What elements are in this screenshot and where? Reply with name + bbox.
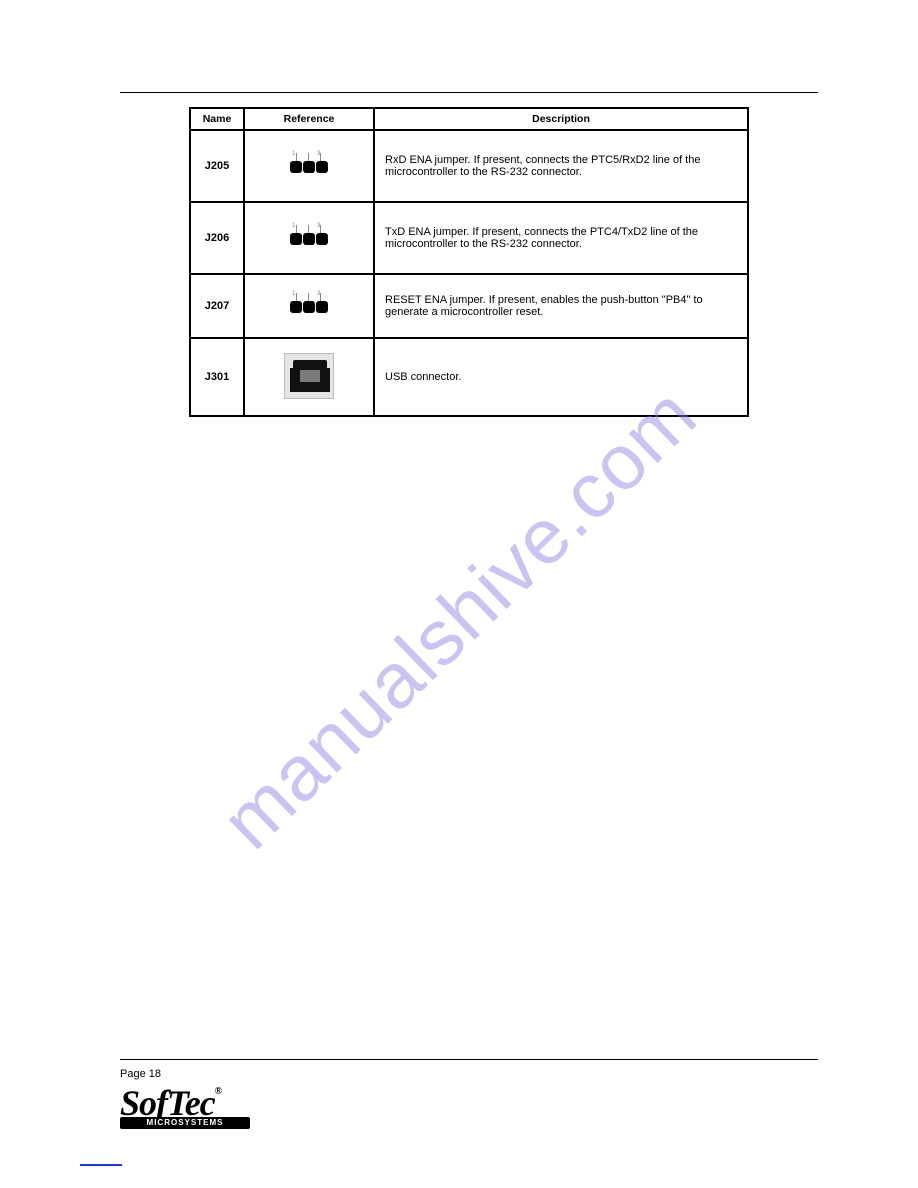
cell-name: J205 <box>190 130 244 202</box>
cell-reference <box>244 338 374 416</box>
cell-description: RxD ENA jumper. If present, connects the… <box>374 130 748 202</box>
footer-rule <box>120 1059 818 1060</box>
softec-logo: SofTec® MICROSYSTEMS <box>120 1087 250 1130</box>
cell-reference: 13 <box>244 130 374 202</box>
table-row: J301 USB connector. <box>190 338 748 416</box>
cell-description: RESET ENA jumper. If present, enables th… <box>374 274 748 338</box>
header-3pin-icon: 13 <box>287 225 331 249</box>
cell-name: J207 <box>190 274 244 338</box>
table-row: J207 13 RESET ENA jumper. If present, en… <box>190 274 748 338</box>
logo-tagline: MICROSYSTEMS <box>120 1118 250 1127</box>
header-3pin-icon: 13 <box>287 293 331 317</box>
col-name: Name <box>190 108 244 130</box>
main-content: Name Reference Description J205 13 R <box>120 93 818 417</box>
cell-name: J206 <box>190 202 244 274</box>
col-reference: Reference <box>244 108 374 130</box>
col-description: Description <box>374 108 748 130</box>
table-header-row: Name Reference Description <box>190 108 748 130</box>
cell-reference: 13 <box>244 202 374 274</box>
usb-b-connector-icon <box>284 353 334 399</box>
header-3pin-icon: 13 <box>287 153 331 177</box>
table-row: J205 13 RxD ENA jumper. If present, conn… <box>190 130 748 202</box>
registered-mark: ® <box>215 1086 221 1097</box>
page-number: Page 18 <box>120 1068 161 1080</box>
connectors-table: Name Reference Description J205 13 R <box>189 107 749 417</box>
cell-reference: 13 <box>244 274 374 338</box>
cell-description: TxD ENA jumper. If present, connects the… <box>374 202 748 274</box>
cell-name: J301 <box>190 338 244 416</box>
link-underline <box>80 1164 122 1166</box>
table-row: J206 13 TxD ENA jumper. If present, conn… <box>190 202 748 274</box>
cell-description: USB connector. <box>374 338 748 416</box>
